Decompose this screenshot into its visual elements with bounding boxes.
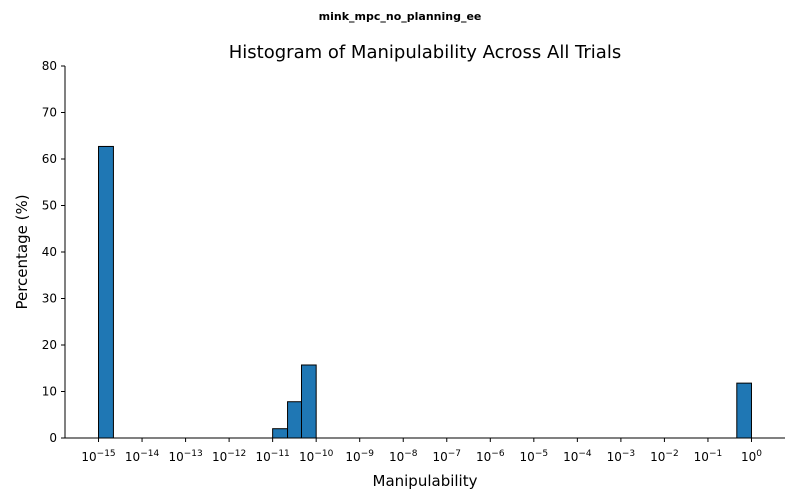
y-tick-label: 80 bbox=[42, 59, 57, 73]
x-tick-label: 10−11 bbox=[256, 449, 290, 464]
histogram-bar-5 bbox=[736, 382, 752, 439]
x-axis-label: Manipulability bbox=[373, 472, 478, 490]
x-axis: 10−15 10−14 10−13 10−12 10−11 10−10 10−9 10−8 10… bbox=[65, 437, 785, 464]
x-tick-label: 10−1 bbox=[694, 449, 723, 464]
x-tick-label: 10−7 bbox=[432, 449, 461, 464]
x-tick-label: 10−6 bbox=[476, 449, 505, 464]
x-tick-label: 10−12 bbox=[212, 449, 246, 464]
y-tick-label: 60 bbox=[42, 152, 57, 166]
histogram-bar-1 bbox=[98, 145, 114, 439]
bars-group bbox=[98, 145, 752, 439]
y-tick-label: 0 bbox=[49, 431, 57, 445]
x-tick-label: 10−8 bbox=[389, 449, 418, 464]
y-tick-label: 70 bbox=[42, 106, 57, 120]
x-tick-label: 10−10 bbox=[299, 449, 334, 464]
x-tick-label: 10−4 bbox=[563, 449, 592, 464]
y-tick-label: 50 bbox=[42, 199, 57, 213]
x-tick-label: 10−5 bbox=[520, 449, 549, 464]
x-tick-label: 10−2 bbox=[650, 449, 679, 464]
x-tick-label: 10−3 bbox=[607, 449, 636, 464]
y-axis-label: Percentage (%) bbox=[13, 194, 31, 309]
chart-title: Histogram of Manipulability Across All T… bbox=[229, 42, 621, 63]
x-tick-label: 10−13 bbox=[168, 449, 202, 464]
histogram-bar-3 bbox=[287, 401, 302, 439]
x-tick-label: 10−14 bbox=[125, 449, 160, 464]
y-tick-label: 30 bbox=[42, 292, 57, 306]
histogram-bar-4 bbox=[300, 364, 317, 439]
x-tick-label: 10−15 bbox=[81, 449, 115, 464]
x-tick-label: 10−9 bbox=[345, 449, 374, 464]
histogram-bar-2 bbox=[272, 428, 289, 439]
y-axis: 0 10 20 30 40 50 60 70 80 bbox=[42, 59, 66, 445]
y-tick-label: 20 bbox=[42, 338, 57, 352]
x-tick-label: 100 bbox=[741, 449, 762, 464]
y-tick-label: 10 bbox=[42, 385, 57, 399]
y-tick-label: 40 bbox=[42, 245, 57, 259]
figure-suptitle: mink_mpc_no_planning_ee bbox=[319, 10, 482, 23]
